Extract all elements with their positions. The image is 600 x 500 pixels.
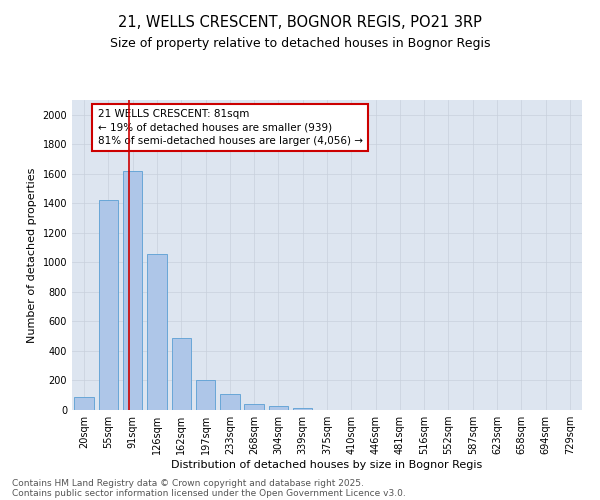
Text: Contains HM Land Registry data © Crown copyright and database right 2025.: Contains HM Land Registry data © Crown c… bbox=[12, 478, 364, 488]
Bar bbox=[269, 406, 288, 410]
Bar bbox=[74, 398, 94, 410]
Bar bbox=[244, 404, 264, 410]
Bar bbox=[172, 338, 191, 410]
Y-axis label: Number of detached properties: Number of detached properties bbox=[27, 168, 37, 342]
Bar bbox=[293, 408, 313, 410]
Text: 21 WELLS CRESCENT: 81sqm
← 19% of detached houses are smaller (939)
81% of semi-: 21 WELLS CRESCENT: 81sqm ← 19% of detach… bbox=[97, 110, 362, 146]
Bar bbox=[99, 200, 118, 410]
Text: Size of property relative to detached houses in Bognor Regis: Size of property relative to detached ho… bbox=[110, 38, 490, 51]
X-axis label: Distribution of detached houses by size in Bognor Regis: Distribution of detached houses by size … bbox=[172, 460, 482, 470]
Text: 21, WELLS CRESCENT, BOGNOR REGIS, PO21 3RP: 21, WELLS CRESCENT, BOGNOR REGIS, PO21 3… bbox=[118, 15, 482, 30]
Bar bbox=[147, 254, 167, 410]
Bar bbox=[196, 380, 215, 410]
Bar bbox=[123, 171, 142, 410]
Bar bbox=[220, 394, 239, 410]
Text: Contains public sector information licensed under the Open Government Licence v3: Contains public sector information licen… bbox=[12, 488, 406, 498]
